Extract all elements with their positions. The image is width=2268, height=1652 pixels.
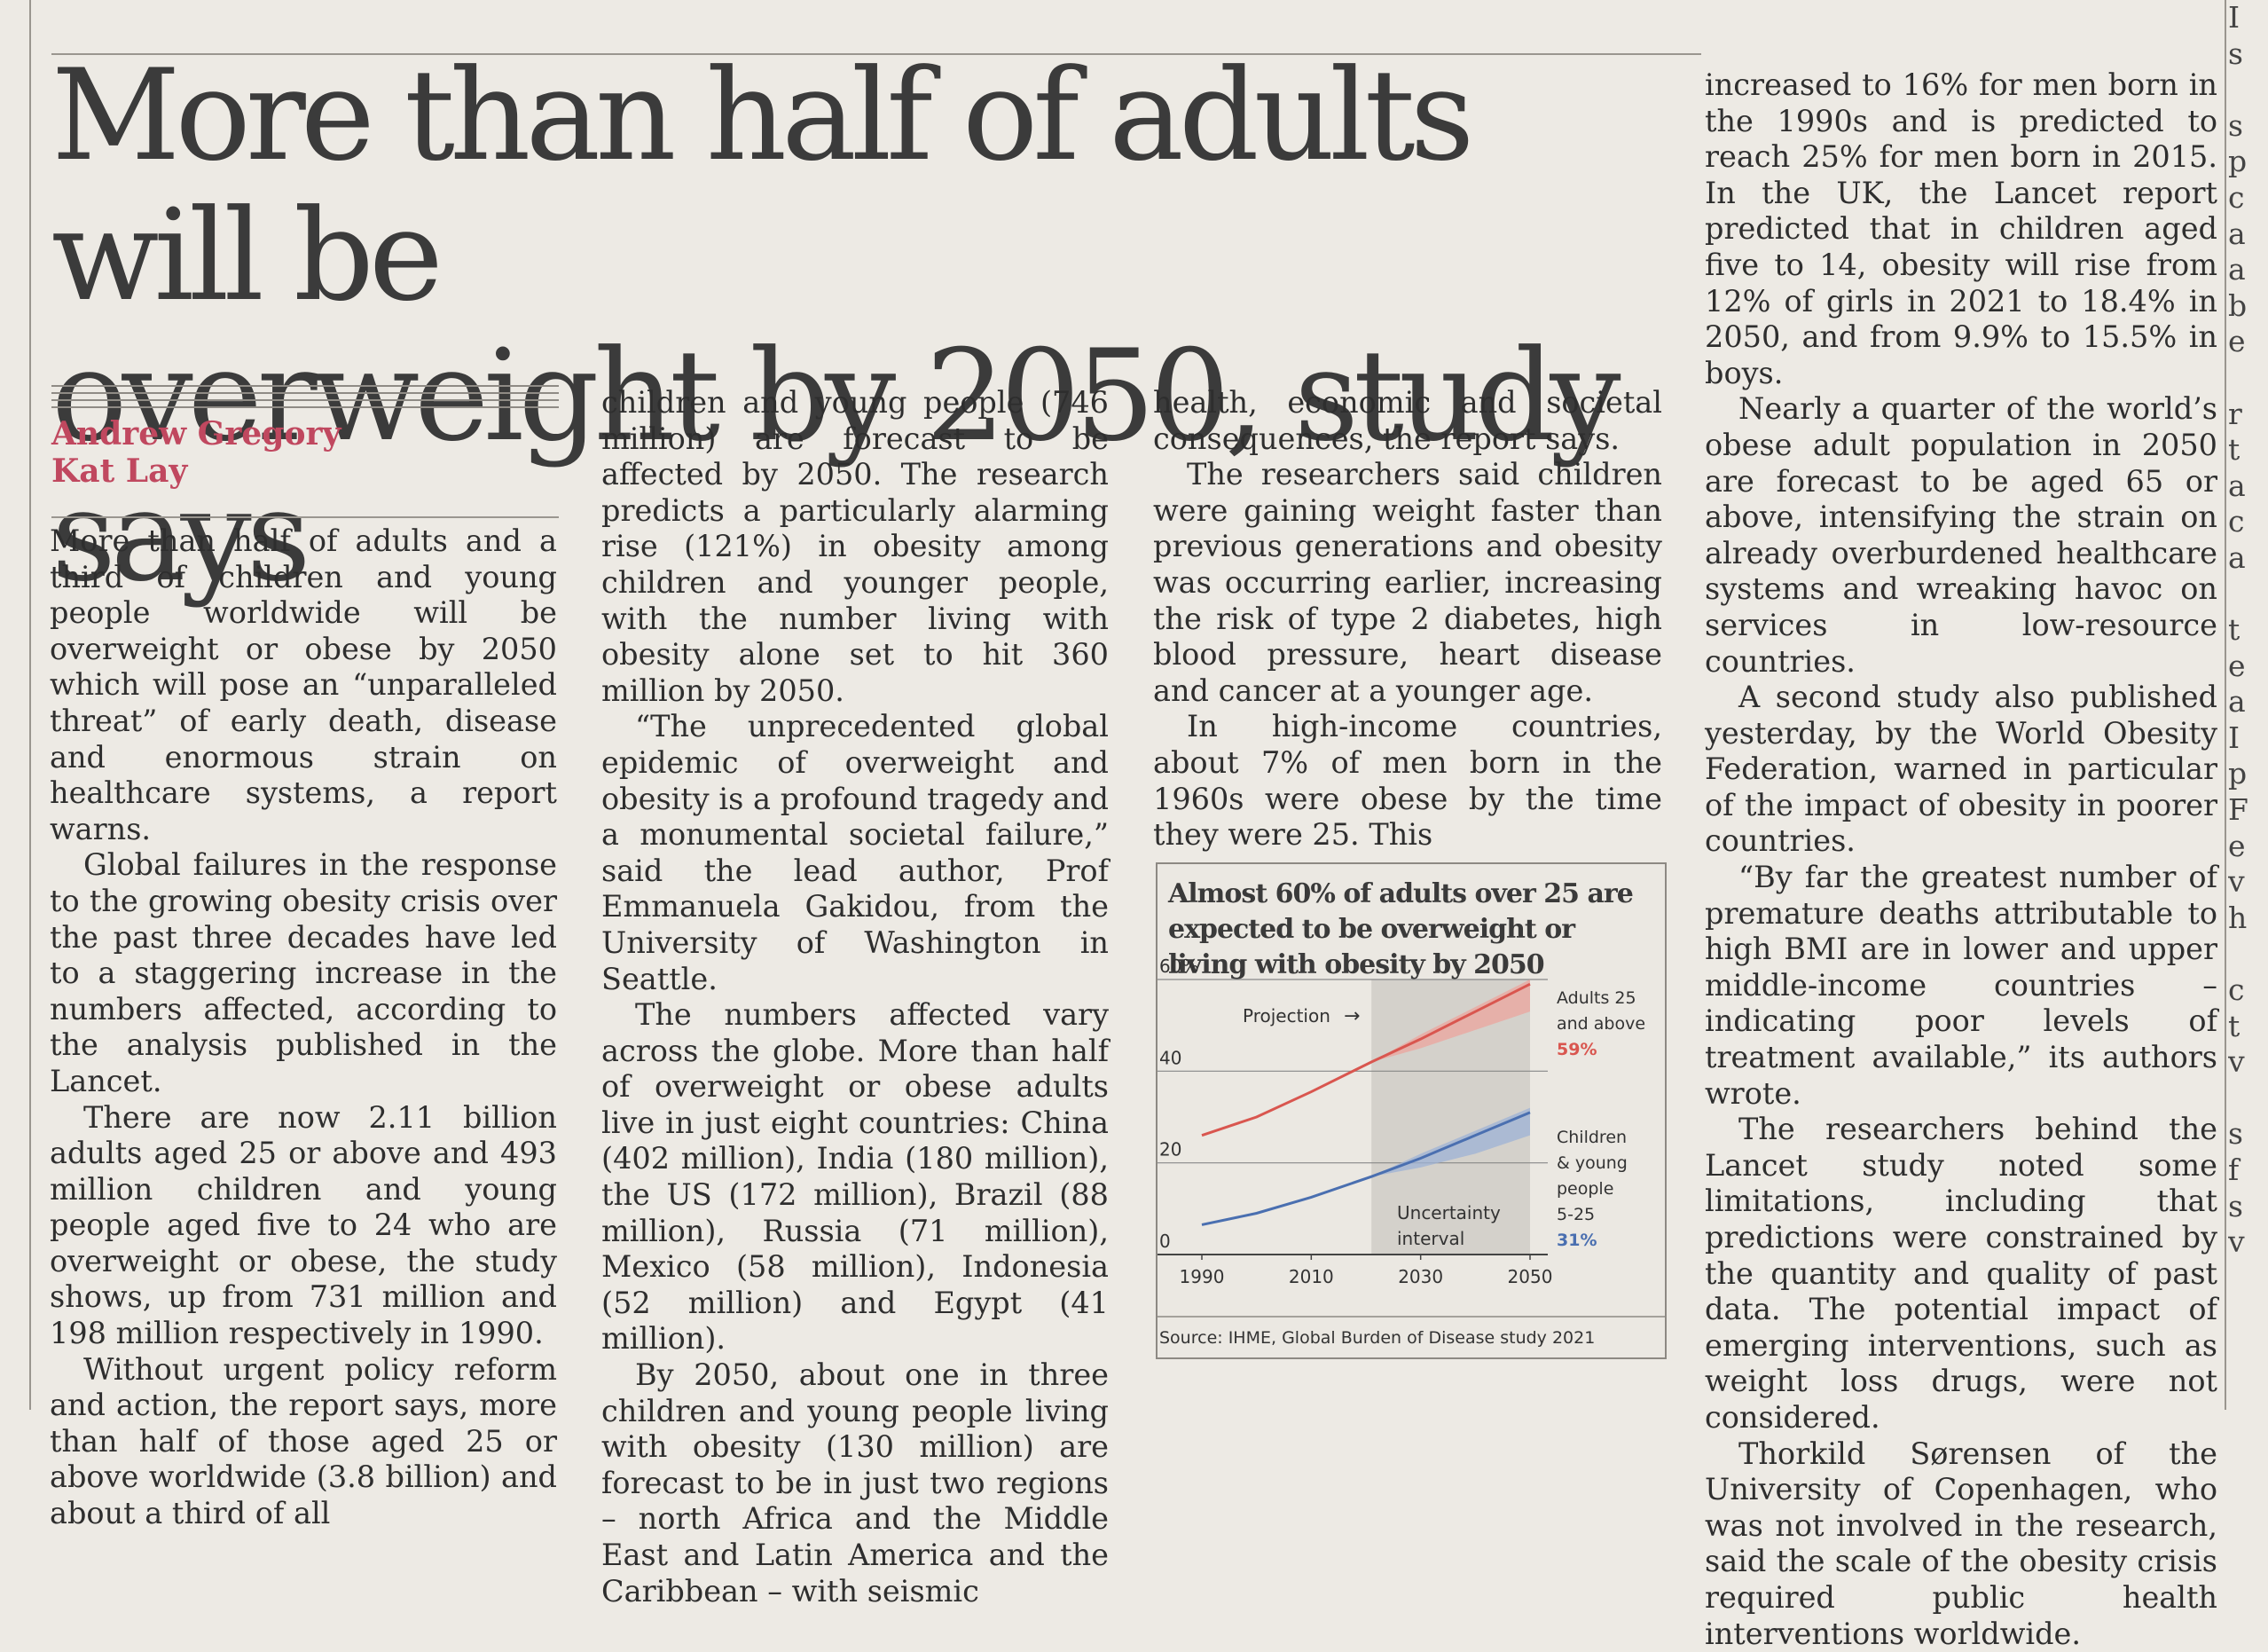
article-column-4: increased to 16% for men born in the 199… <box>1705 67 2217 1652</box>
arrow-right-icon: → <box>1344 1005 1360 1027</box>
series-end-value: 59% <box>1557 1040 1597 1059</box>
paragraph: More than half of adults and a third of … <box>50 523 557 846</box>
chart-box: Almost 60% of adults over 25 are expecte… <box>1156 862 1667 1359</box>
edge-letter: I <box>2228 0 2241 35</box>
band-label: interval <box>1397 1228 1464 1249</box>
edge-letter: e <box>2228 324 2246 359</box>
author-name: Kat Lay <box>51 452 188 490</box>
edge-letter: s <box>2228 1116 2243 1152</box>
paragraph: A second study also published yesterday,… <box>1705 680 2217 859</box>
article-column-3: health, economic and societal consequenc… <box>1153 385 1662 854</box>
paragraph: The researchers behind the Lancet study … <box>1705 1112 2217 1435</box>
obesity-chart: 60% 40 20 0 1990 2010 2030 2050 Adults 25 and abo… <box>1158 956 1665 1348</box>
edge-letter: p <box>2228 144 2248 179</box>
y-tick-label: 20 <box>1159 1139 1181 1160</box>
article-column-2: children and young people (746 million) … <box>601 385 1109 1609</box>
series-end-value: 31% <box>1557 1231 1597 1250</box>
edge-letter: I <box>2228 720 2241 755</box>
headline-line-2: overweight by 2050, study says <box>51 323 1621 610</box>
edge-letter: s <box>2228 35 2243 71</box>
edge-letter: e <box>2228 828 2246 863</box>
series-label: 5-25 <box>1557 1205 1595 1224</box>
series-line <box>1201 982 1531 1137</box>
edge-letter: s <box>2228 107 2243 143</box>
bylines: Andrew Gregory Kat Lay <box>51 415 341 490</box>
paragraph: The numbers affected vary across the glo… <box>601 997 1109 1357</box>
paragraph: increased to 16% for men born in the 199… <box>1705 67 2217 390</box>
series-label: & young <box>1557 1153 1628 1173</box>
series-label: Children <box>1557 1128 1627 1147</box>
x-tick-label: 1990 <box>1180 1266 1225 1287</box>
paragraph: In high-income countries, about 7% of me… <box>1153 709 1662 853</box>
series-label: people <box>1557 1179 1613 1199</box>
y-tick-label: 0 <box>1159 1231 1171 1252</box>
byline-divider <box>51 516 559 518</box>
edge-letter: t <box>2228 612 2241 648</box>
edge-letter: a <box>2228 468 2246 503</box>
author-name: Andrew Gregory <box>51 415 341 452</box>
edge-letter: s <box>2228 1188 2243 1223</box>
edge-letter: v <box>2228 864 2245 900</box>
paragraph: Without urgent policy reform and action,… <box>50 1351 557 1531</box>
paragraph: children and young people (746 million) … <box>601 385 1109 708</box>
edge-letter <box>2228 936 2268 972</box>
page-left-rule <box>29 0 31 1410</box>
edge-letter: a <box>2228 684 2246 720</box>
byline-rules <box>51 385 559 412</box>
edge-letter <box>2228 577 2268 613</box>
edge-letter: v <box>2228 1044 2245 1080</box>
edge-letter: a <box>2228 216 2246 251</box>
x-tick-label: 2050 <box>1508 1266 1553 1287</box>
edge-letter: c <box>2228 179 2245 215</box>
paragraph: “By far the greatest number of premature… <box>1705 860 2217 1111</box>
projection-label: Projection <box>1243 1005 1330 1027</box>
paragraph: There are now 2.11 billion adults aged 2… <box>50 1099 557 1351</box>
edge-letter: t <box>2228 1008 2241 1043</box>
edge-letter: p <box>2228 756 2248 791</box>
edge-letter <box>2228 72 2268 108</box>
edge-letter: a <box>2228 252 2246 287</box>
paragraph: Nearly a quarter of the world’s obese ad… <box>1705 391 2217 679</box>
edge-letter: h <box>2228 900 2248 935</box>
edge-letter: F <box>2228 792 2248 828</box>
edge-letter: b <box>2228 287 2248 323</box>
paragraph: “The unprecedented global epidemic of ov… <box>601 709 1109 996</box>
edge-letter <box>2228 360 2268 397</box>
edge-letter: e <box>2228 648 2246 683</box>
series-label: Adults 25 <box>1557 988 1636 1008</box>
edge-letter: r <box>2228 396 2242 431</box>
paragraph: The researchers said children were gaini… <box>1153 457 1662 708</box>
edge-letter: a <box>2228 539 2246 575</box>
chart-title: Almost 60% of adults over 25 are expecte… <box>1168 878 1634 980</box>
x-tick-label: 2010 <box>1289 1266 1334 1287</box>
uncertainty-band <box>1371 979 1530 1062</box>
paragraph: health, economic and societal consequenc… <box>1153 385 1662 456</box>
page-top-rule <box>51 53 1701 55</box>
column-divider-right <box>2225 0 2226 1410</box>
chart-source: Source: IHME, Global Burden of Disease s… <box>1159 1328 1595 1348</box>
edge-letter: c <box>2228 504 2245 539</box>
edge-letter <box>2228 1081 2268 1117</box>
edge-letter: v <box>2228 1224 2245 1260</box>
y-tick-label: 40 <box>1159 1047 1181 1068</box>
headline-line-1: More than half of adults will be <box>51 43 1474 329</box>
headline: More than half of adults will be overwei… <box>51 46 1683 607</box>
edge-letter: f <box>2228 1152 2240 1187</box>
y-tick-label: 60% <box>1159 956 1198 977</box>
band-label: Uncertainty <box>1397 1202 1501 1223</box>
edge-letter: t <box>2228 432 2241 468</box>
edge-letter: c <box>2228 972 2245 1008</box>
article-column-1: More than half of adults and a third of … <box>50 523 557 1532</box>
paragraph: Global failures in the response to the g… <box>50 847 557 1098</box>
uncertainty-band <box>1371 1107 1530 1177</box>
paragraph: Thorkild Sørensen of the University of C… <box>1705 1436 2217 1651</box>
x-tick-label: 2030 <box>1398 1266 1443 1287</box>
series-line <box>1201 1111 1531 1226</box>
series-label: and above <box>1557 1014 1645 1034</box>
paragraph: By 2050, about one in three children and… <box>601 1357 1109 1609</box>
